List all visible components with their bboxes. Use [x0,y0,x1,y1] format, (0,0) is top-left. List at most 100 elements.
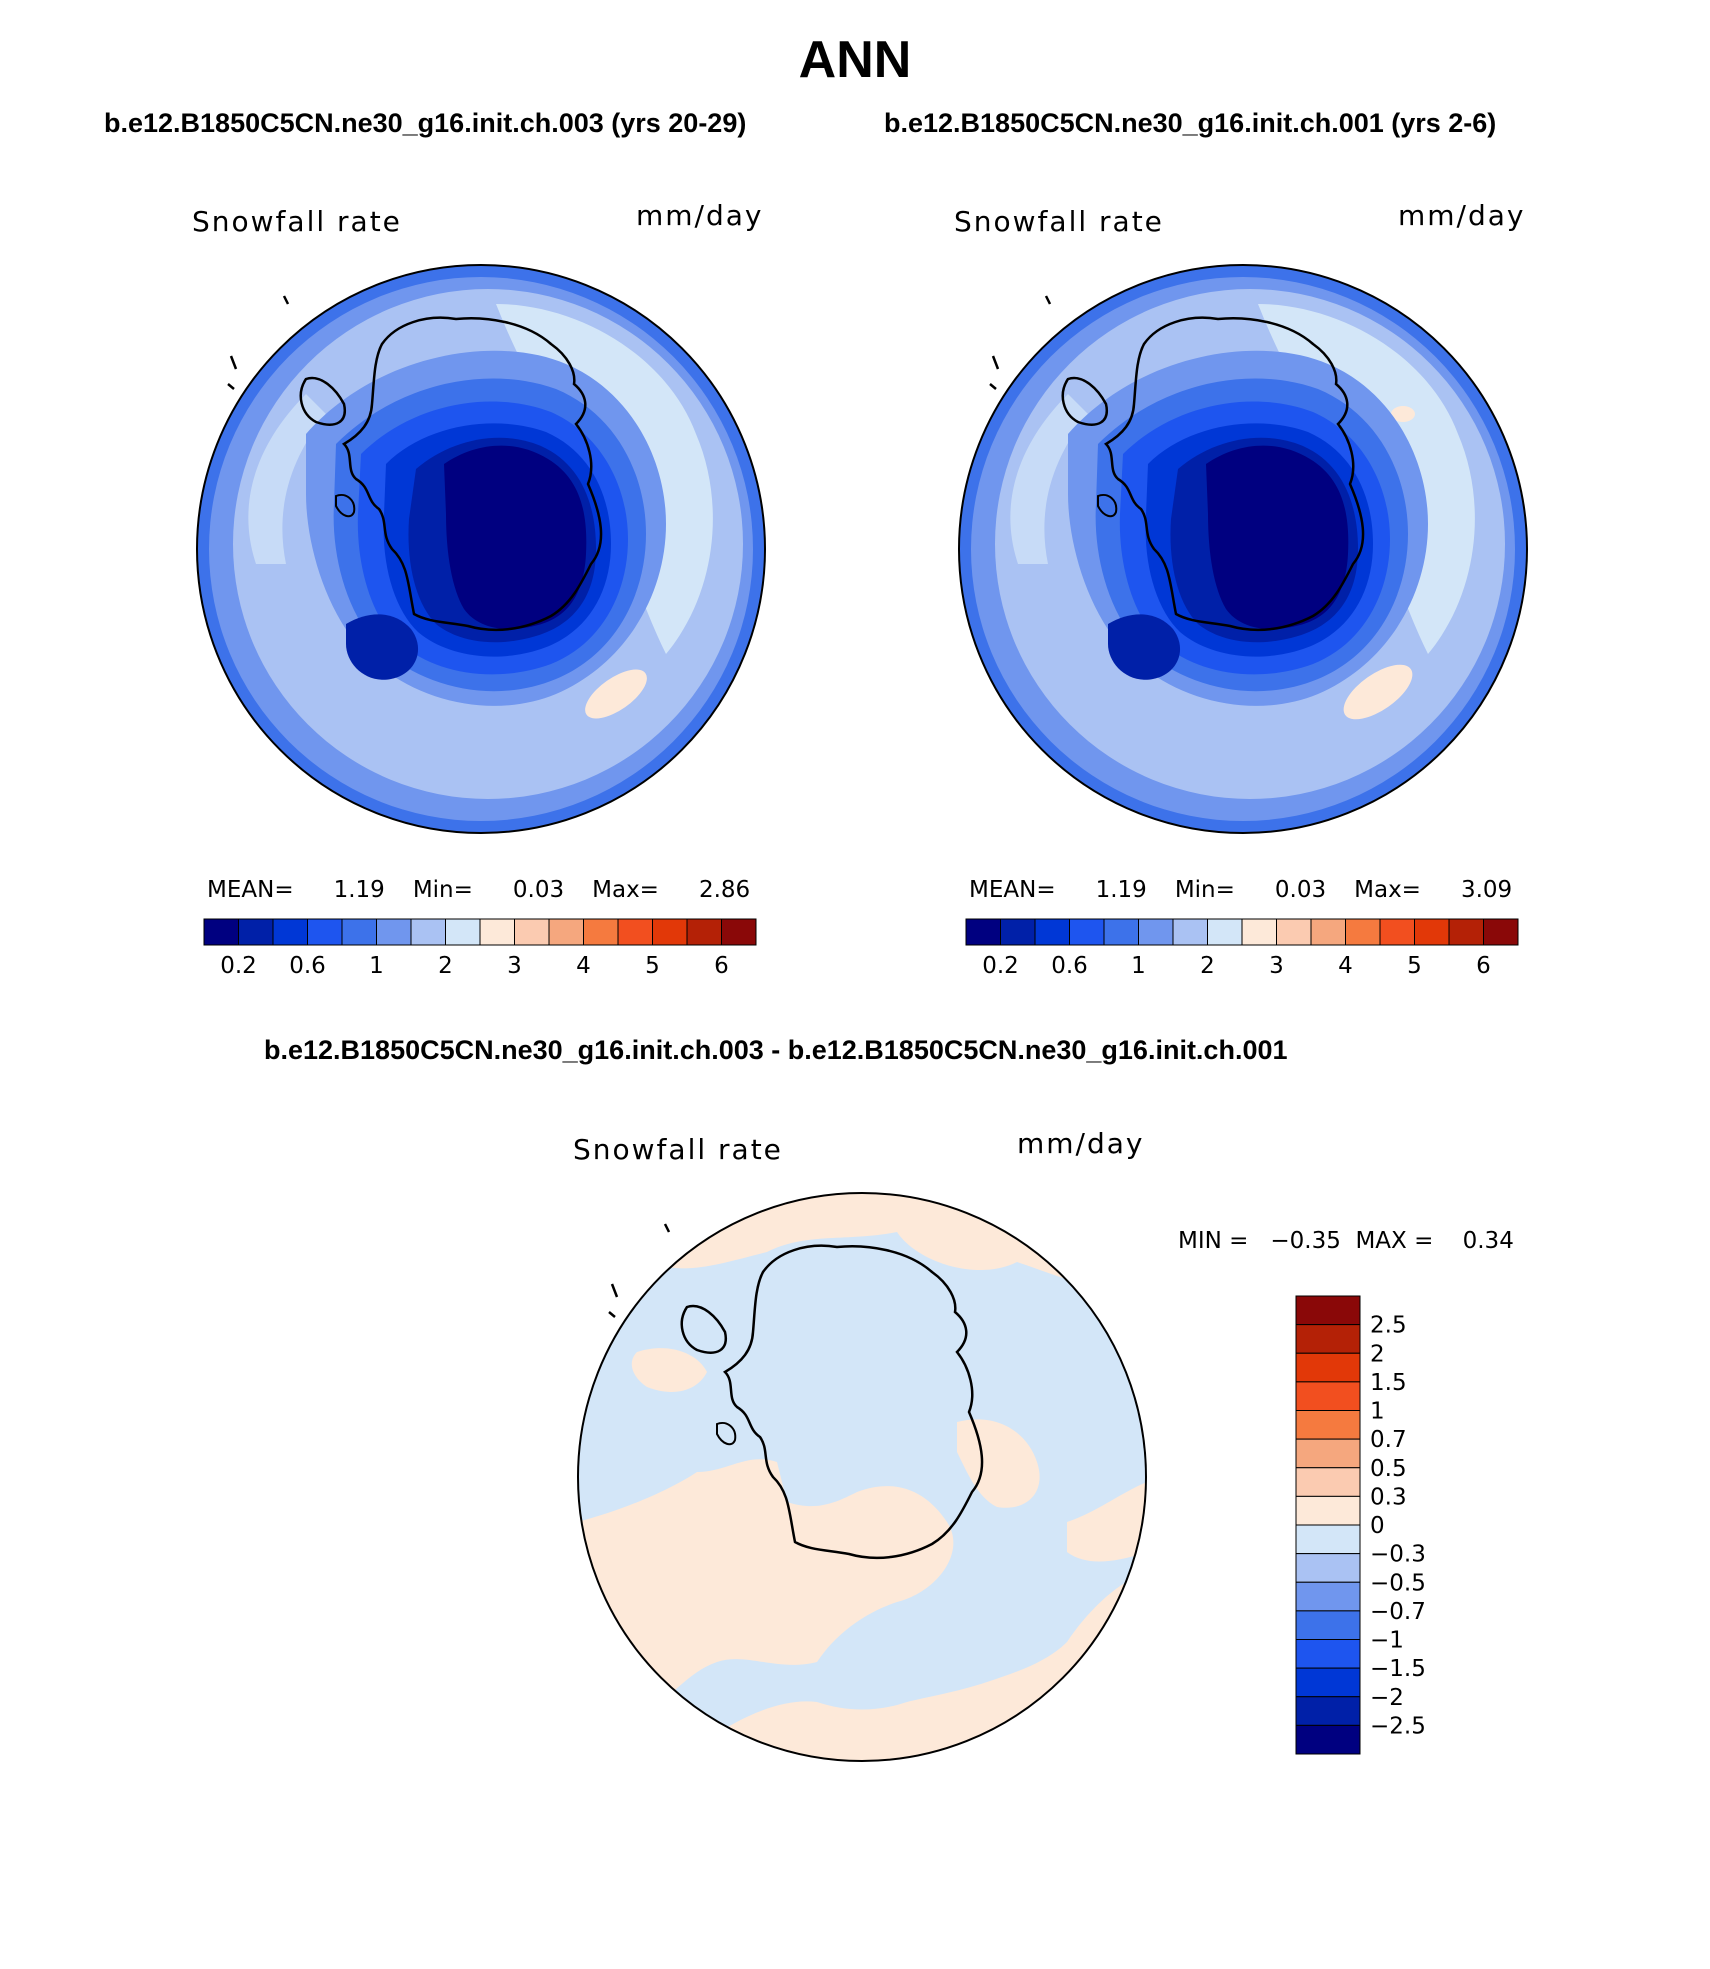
colorbar-box [1295,1524,1361,1555]
colorbar-tick-label: −1.5 [1370,1656,1426,1682]
colorbar-tick-label: 0.5 [1370,1456,1407,1482]
season-title: ANN [798,31,912,89]
variable-label-diff: Snowfall rate [573,1133,783,1166]
colorbar-box [1295,1467,1361,1497]
colorbar-tick-label: −0.3 [1370,1542,1426,1568]
variable-label-right: Snowfall rate [954,205,1164,238]
colorbar-box [514,918,550,946]
colorbar-tick-label: 0.2 [982,953,1019,979]
colorbar-box [238,918,274,946]
colorbar-box [721,918,757,946]
units-label-right: mm/day [1398,199,1526,232]
colorbar-tick-label: 0.2 [220,953,257,979]
polar-map-right [958,264,1528,834]
colorbar-tick-label: 0.6 [1051,953,1088,979]
mean-label: MEAN= [969,877,1056,903]
max-label: Max= [1354,877,1421,903]
colorbar-tick-label: −2.5 [1370,1713,1426,1739]
colorbar-box [479,918,515,946]
colorbar-box [1295,1610,1361,1640]
colorbar-box [965,918,1001,946]
colorbar-tick-label: 4 [576,953,591,979]
colorbar-box [272,918,308,946]
colorbar-tick-label: 3 [1269,953,1284,979]
colorbar-box [1295,1381,1361,1411]
colorbar-tick-label: −1 [1370,1628,1404,1654]
colorbar-box [1103,918,1139,946]
polar-map-difference [577,1192,1147,1762]
colorbar-tick-label: 0 [1370,1513,1385,1539]
mean-value: 1.19 [1095,877,1147,903]
colorbar-box [1295,1667,1361,1698]
colorbar-box [1295,1438,1361,1469]
colorbar-tick-label: 0.3 [1370,1484,1407,1510]
colorbar-box [548,918,584,946]
mean-value: 1.19 [333,877,385,903]
colorbar-box [1414,918,1450,946]
variable-label-left: Snowfall rate [192,205,402,238]
colorbar-box [1295,1352,1361,1383]
colorbar-box [1448,918,1484,946]
stats-right: MEAN= 1.19 Min= 0.03 Max= 3.09 [969,877,1512,903]
units-label-diff: mm/day [1017,1127,1145,1160]
colorbar-tick-label: 5 [1407,953,1422,979]
coastline [341,316,603,632]
colorbar-tick-label: 2 [438,953,453,979]
colorbar-tick-label: 5 [645,953,660,979]
colorbar-tick-label: 2 [1370,1341,1385,1367]
polar-map-left [196,264,766,834]
max-value: 2.86 [698,877,751,903]
colorbar-box [1241,918,1277,946]
colorbar-box [652,918,688,946]
colorbar-box [341,918,377,946]
colorbar-box [1069,918,1105,946]
colorbar-box [1207,918,1243,946]
colorbar-box [1379,918,1415,946]
colorbar-tick-label: 4 [1338,953,1353,979]
colorbar-box [1295,1324,1361,1354]
colorbar-box [1295,1295,1361,1326]
colorbar-tick-label: −0.5 [1370,1570,1426,1596]
min-label: Min= [412,877,473,903]
colorbar-tick-label: 6 [1476,953,1491,979]
colorbar-tick-label: 1 [1370,1399,1385,1425]
colorbar-box [617,918,653,946]
colorbar-box [1295,1639,1361,1669]
colorbar-box [445,918,481,946]
case-title-left: b.e12.B1850C5CN.ne30_g16.init.ch.003 (yr… [104,108,747,138]
colorbar-tick-label: 1 [369,953,384,979]
colorbar-tick-label: −0.7 [1370,1599,1426,1625]
colorbar-box [686,918,722,946]
colorbar-tick-label: −2 [1370,1685,1404,1711]
colorbar-right: 0.2 0.6 1 2 3 4 5 6 [965,918,1519,979]
colorbar-box [203,918,239,946]
colorbar-tick-label: 2 [1200,953,1215,979]
colorbar-box [1295,1696,1361,1726]
max-label: Max= [592,877,659,903]
colorbar-box [1138,918,1174,946]
min-label: Min= [1174,877,1235,903]
colorbar-box [1310,918,1346,946]
colorbar-box [1276,918,1312,946]
colorbar-box [583,918,619,946]
colorbar-tick-label: 1 [1131,953,1146,979]
colorbar-tick-label: 1.5 [1370,1370,1407,1396]
colorbar-box [1295,1724,1361,1755]
min-value: 0.03 [1274,877,1327,903]
colorbar-box [1000,918,1036,946]
colorbar-box [1483,918,1519,946]
colorbar-box [1345,918,1381,946]
colorbar-box [1295,1410,1361,1440]
colorbar-box [1295,1581,1361,1612]
colorbar-tick-label: 3 [507,953,522,979]
difference-stats: MIN = −0.35 MAX = 0.34 [1178,1228,1514,1254]
colorbar-left: 0.2 0.6 1 2 3 4 5 6 [203,918,757,979]
colorbar-box [376,918,412,946]
colorbar-box [1172,918,1208,946]
max-value: 3.09 [1460,877,1513,903]
units-label-left: mm/day [636,199,764,232]
colorbar-box [1034,918,1070,946]
colorbar-tick-label: 2.5 [1370,1313,1407,1339]
colorbar-difference: 2.52 1.5 10.7 0.50.3 0 −0.3−0.5 −0.7 −1−1.5 −2−2… [1295,1295,1426,1755]
case-title-right: b.e12.B1850C5CN.ne30_g16.init.ch.001 (yr… [884,108,1497,138]
